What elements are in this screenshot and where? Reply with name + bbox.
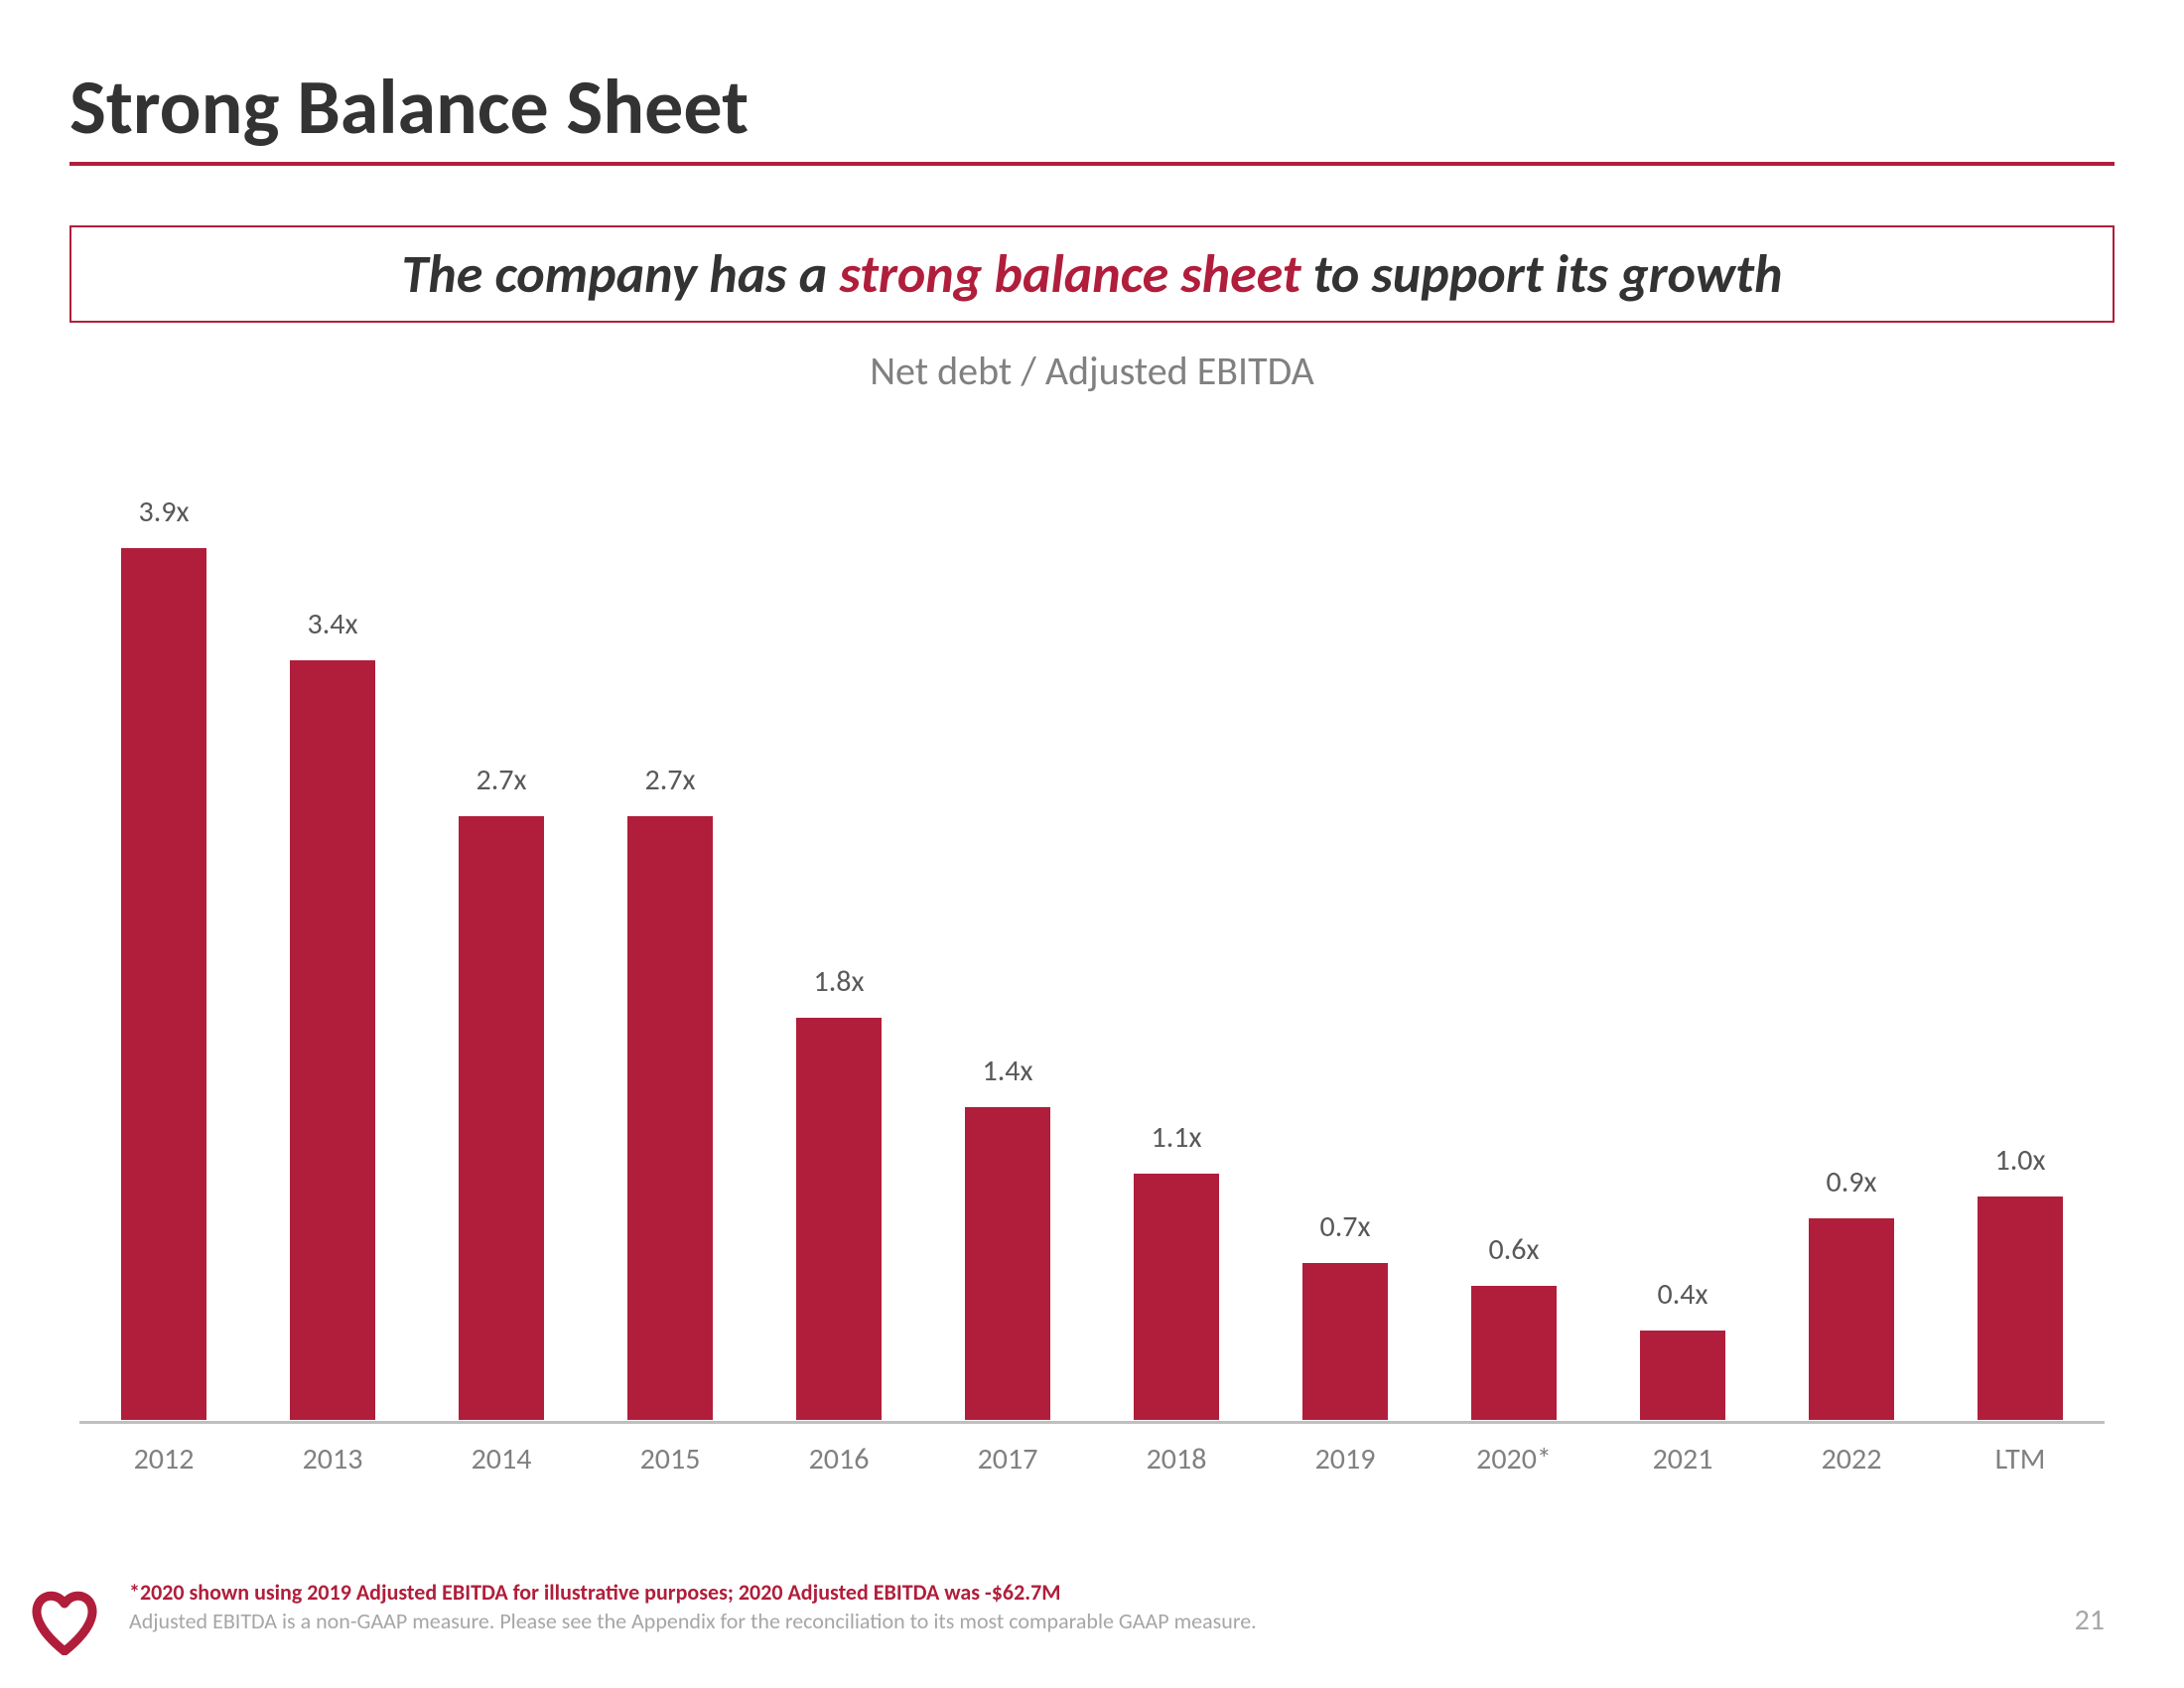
bar-rect: [121, 548, 206, 1420]
x-axis-label: 2021: [1598, 1441, 1767, 1477]
bar-slot: 1.8x: [754, 465, 923, 1420]
x-axis-label: 2015: [586, 1441, 754, 1477]
heart-logo-icon: [30, 1588, 99, 1660]
bar-rect: [1302, 1263, 1388, 1420]
bar-slot: 0.9x: [1767, 465, 1936, 1420]
bar-slot: 0.4x: [1598, 465, 1767, 1420]
bar-rect: [627, 816, 713, 1420]
x-axis-label: 2017: [923, 1441, 1092, 1477]
bar-value-label: 1.4x: [983, 1053, 1033, 1089]
bar-slot: 1.4x: [923, 465, 1092, 1420]
x-axis-label: LTM: [1936, 1441, 2105, 1477]
callout-suffix: to support its growth: [1301, 241, 1783, 307]
bar-rect: [796, 1018, 882, 1420]
page-title: Strong Balance Sheet: [69, 60, 2115, 154]
footnote-accent: *2020 shown using 2019 Adjusted EBITDA f…: [129, 1579, 2055, 1606]
bar-rect: [1978, 1196, 2063, 1420]
bar-value-label: 1.1x: [1152, 1119, 1202, 1156]
slide: Strong Balance Sheet The company has a s…: [0, 0, 2184, 1688]
bar-slot: 0.6x: [1430, 465, 1598, 1420]
bar-slot: 2.7x: [586, 465, 754, 1420]
chart-title: Net debt / Adjusted EBITDA: [69, 347, 2115, 395]
bar-chart: 3.9x 3.4x 2.7x 2.7x 1.8x 1.4x 1.1x 0.7x 0.6x 0.4x…: [79, 465, 2105, 1477]
x-axis-label: 2012: [79, 1441, 248, 1477]
x-axis-labels: 201220132014201520162017201820192020*202…: [79, 1441, 2105, 1477]
x-axis-label: 2022: [1767, 1441, 1936, 1477]
title-underline: [69, 162, 2115, 166]
title-text: Strong Balance Sheet: [69, 60, 749, 154]
bar-rect: [965, 1107, 1050, 1420]
bar-rect: [459, 816, 544, 1420]
bar-rect: [1640, 1331, 1725, 1420]
bar-slot: 1.1x: [1092, 465, 1261, 1420]
bar-slot: 2.7x: [417, 465, 586, 1420]
bar-value-label: 0.9x: [1827, 1164, 1877, 1200]
x-axis-label: 2020*: [1430, 1441, 1598, 1477]
bar-value-label: 2.7x: [477, 762, 527, 798]
page-number: 21: [2075, 1602, 2105, 1638]
x-axis-label: 2013: [248, 1441, 417, 1477]
x-axis-label: 2019: [1261, 1441, 1430, 1477]
footnotes: *2020 shown using 2019 Adjusted EBITDA f…: [129, 1579, 2055, 1634]
bar-value-label: 0.6x: [1489, 1231, 1540, 1268]
bar-value-label: 1.0x: [1995, 1142, 2046, 1179]
bar-slot: 3.4x: [248, 465, 417, 1420]
bar-rect: [1471, 1286, 1557, 1420]
bar-slot: 0.7x: [1261, 465, 1430, 1420]
bar-rect: [1134, 1174, 1219, 1420]
bar-rect: [290, 660, 375, 1420]
bar-rect: [1809, 1218, 1894, 1420]
bar-value-label: 1.8x: [814, 963, 865, 1000]
callout-prefix: The company has a: [402, 241, 840, 307]
callout-accent: strong balance sheet: [839, 241, 1300, 307]
bar-slot: 3.9x: [79, 465, 248, 1420]
x-axis-line: [79, 1421, 2105, 1424]
x-axis-label: 2018: [1092, 1441, 1261, 1477]
bars-container: 3.9x 3.4x 2.7x 2.7x 1.8x 1.4x 1.1x 0.7x 0.6x 0.4x…: [79, 465, 2105, 1420]
callout-box: The company has a strong balance sheet t…: [69, 225, 2115, 323]
bar-value-label: 2.7x: [645, 762, 696, 798]
bar-value-label: 3.9x: [139, 493, 190, 530]
bar-slot: 1.0x: [1936, 465, 2105, 1420]
bar-value-label: 0.4x: [1658, 1276, 1708, 1313]
footnote-grey: Adjusted EBITDA is a non-GAAP measure. P…: [129, 1608, 2055, 1634]
x-axis-label: 2016: [754, 1441, 923, 1477]
bar-value-label: 0.7x: [1320, 1208, 1371, 1245]
bar-value-label: 3.4x: [308, 606, 358, 642]
x-axis-label: 2014: [417, 1441, 586, 1477]
